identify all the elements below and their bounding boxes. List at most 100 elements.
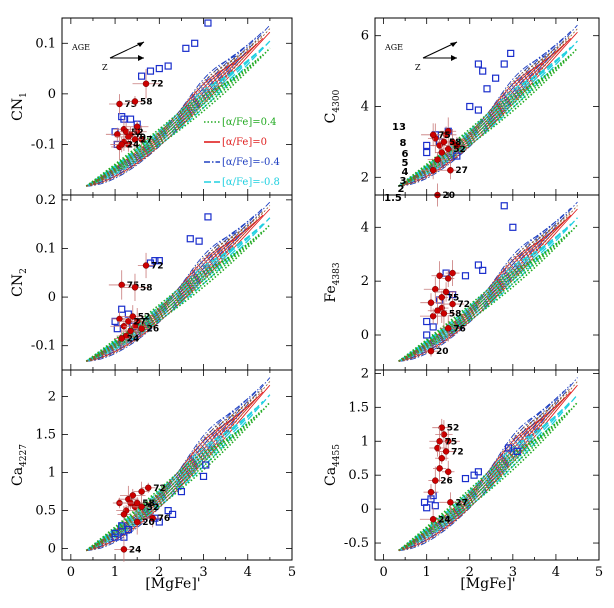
comparison-square (199, 472, 208, 480)
cluster-point-27 (131, 136, 139, 143)
y-tick-label: -0.1 (31, 339, 56, 354)
comparison-square (118, 522, 126, 530)
y-tick-label: 0.5 (348, 468, 369, 483)
age-grid-label: 5 (402, 158, 409, 169)
panel-frame (374, 17, 600, 196)
model-track (86, 377, 271, 551)
panel-frame (374, 194, 600, 371)
cluster-point-20 (125, 133, 132, 141)
model-track (398, 208, 578, 362)
age-label: AGE (384, 43, 403, 52)
model-track (398, 53, 551, 187)
model-track (86, 46, 264, 187)
y-tick-label: 0 (361, 328, 369, 343)
y-tick-label: 1.5 (348, 400, 369, 415)
model-track (398, 242, 558, 362)
x-axis-label-left: [MgFe]' (145, 576, 200, 592)
cluster-label-52: 52 (453, 145, 466, 155)
y-tick-label: -0.1 (31, 137, 56, 152)
panel-mid-left: -0.100.10.2CN272755852272624 (10, 193, 293, 371)
cluster-label-72: 72 (151, 261, 164, 271)
model-track (85, 434, 236, 552)
model-track (398, 28, 578, 187)
age-arrowhead (137, 42, 144, 47)
comparison-square (155, 257, 163, 265)
legend-label: [α/Fe]=0.4 (222, 117, 277, 128)
model-track (398, 383, 572, 551)
comparison-square (151, 257, 159, 265)
z-arrowhead (138, 55, 144, 61)
model-track (86, 47, 271, 187)
cluster-label-24: 24 (127, 334, 140, 344)
cluster-point-26 (138, 325, 145, 332)
x-axis-label-right: [MgFe]' (460, 576, 515, 592)
cluster-point-72 (145, 484, 152, 492)
cluster-label-72: 72 (458, 300, 471, 310)
cluster-point-72 (142, 262, 150, 269)
panel-frame (61, 369, 293, 561)
model-track (398, 205, 578, 362)
model-track (86, 217, 271, 362)
comparison-square (461, 474, 470, 483)
cluster-point-24 (118, 335, 125, 342)
cluster-point-52 (444, 145, 452, 153)
model-track (398, 400, 572, 552)
model-track (85, 242, 250, 362)
cluster-label-27: 27 (140, 135, 153, 145)
model-track (398, 229, 565, 362)
cluster-point (434, 156, 441, 163)
x-tick-label: 4 (552, 565, 560, 580)
y-tick-label: 0 (361, 502, 369, 517)
cluster-point-26 (432, 477, 439, 484)
panel-frame (61, 194, 293, 371)
x-tick-label: 3 (509, 565, 517, 580)
cluster-point (429, 166, 437, 174)
cluster-point-52 (129, 313, 137, 320)
model-track (398, 46, 558, 187)
cluster-point-24 (118, 141, 125, 148)
comparison-square (164, 62, 172, 70)
model-track (398, 414, 545, 551)
cluster-point (438, 149, 446, 156)
age-grid-label: 1.5 (384, 193, 402, 204)
y-tick-label: 0.5 (35, 504, 56, 519)
x-tick-label: 1 (111, 565, 119, 580)
age-grid-label: 2 (398, 184, 405, 195)
x-tick-label: 5 (288, 565, 296, 580)
model-track (398, 407, 565, 552)
cluster-point (449, 269, 456, 277)
model-track (86, 211, 264, 362)
cluster-label-27: 27 (455, 166, 468, 176)
cluster-label-24: 24 (127, 140, 140, 150)
y-tick-label: 0 (48, 87, 56, 102)
model-track (398, 43, 558, 187)
cluster-label-52: 52 (138, 313, 151, 323)
y-tick-label: 4 (361, 220, 369, 235)
age-z-arrows: AGE Z (384, 41, 458, 72)
cluster-point-27 (447, 499, 454, 506)
cluster-point-76 (149, 514, 156, 522)
y-tick-label: 4 (361, 100, 369, 115)
y-tick-label: 2 (48, 390, 56, 405)
y-axis-label: CN2 (10, 268, 29, 297)
comparison-square (500, 202, 508, 210)
cluster-point-24 (429, 516, 437, 523)
cluster-label-24: 24 (129, 545, 142, 555)
comparison-square (186, 235, 194, 243)
x-tick-label: 0 (67, 565, 75, 580)
x-tick-label: 3 (199, 565, 207, 580)
model-track (86, 414, 236, 551)
cluster-label-72: 72 (451, 447, 464, 457)
model-track (85, 72, 243, 187)
cluster-label-52: 52 (131, 128, 144, 138)
model-track (86, 401, 250, 551)
comparison-square (504, 444, 513, 452)
panel-frame (61, 17, 293, 196)
model-track (398, 207, 572, 362)
cluster-label-20: 20 (436, 347, 449, 357)
cluster-point-72 (449, 300, 456, 308)
